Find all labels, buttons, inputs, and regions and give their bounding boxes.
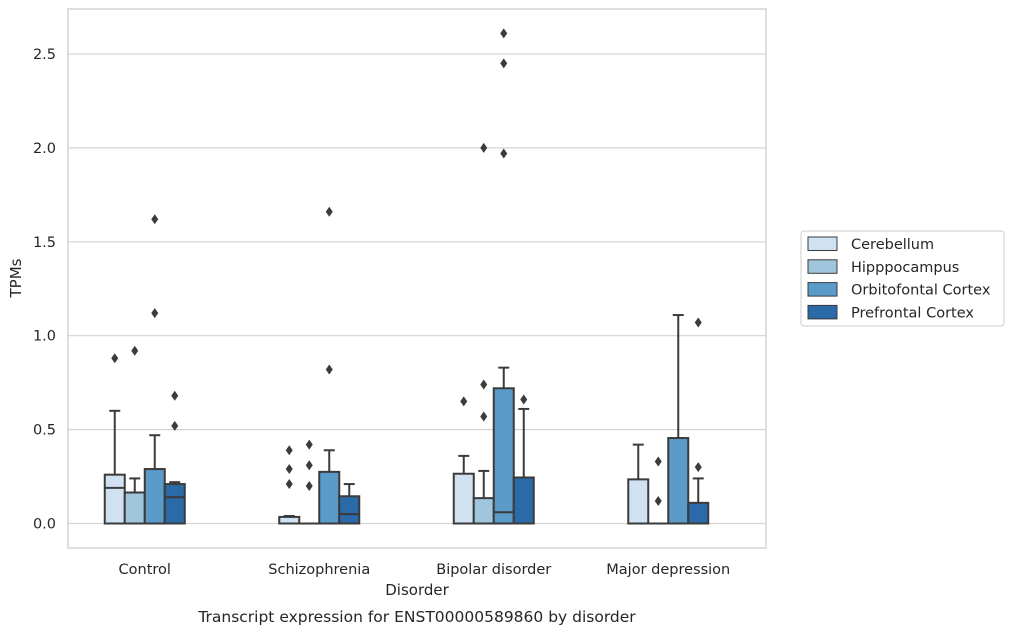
outlier-point — [500, 148, 508, 159]
outlier-point — [131, 345, 139, 356]
box-body — [123, 491, 146, 525]
box-cerebellum — [627, 443, 650, 525]
y-axis-label: TPMs — [7, 258, 25, 298]
legend-entry: Prefrontal Cortex — [807, 304, 974, 321]
legend: Cerebellum Hipppocampus Orbitofontal Corte… — [800, 230, 1005, 327]
legend-swatch — [807, 304, 838, 320]
outlier-point — [305, 460, 313, 471]
legend-label: Cerebellum — [851, 237, 934, 253]
box-body — [452, 472, 475, 525]
x-tick-label: Schizophrenia — [268, 562, 370, 578]
box-orbitofontal-cortex — [143, 214, 166, 525]
box-body — [318, 470, 341, 525]
box-prefrontal-cortex — [163, 390, 186, 525]
box-body — [472, 497, 495, 525]
box-prefrontal-cortex — [512, 394, 535, 525]
outlier-point — [694, 462, 702, 473]
box-body — [687, 501, 710, 525]
legend-label: Orbitofontal Cortex — [851, 283, 991, 299]
legend-frame — [800, 230, 1005, 327]
outlier-point — [480, 411, 488, 422]
outlier-point — [480, 379, 488, 390]
box-orbitofontal-cortex — [667, 314, 690, 525]
outlier-point — [694, 317, 702, 328]
legend-label: Prefrontal Cortex — [851, 305, 974, 321]
outlier-point — [480, 142, 488, 153]
box-cerebellum — [278, 445, 301, 525]
box-prefrontal-cortex — [687, 317, 710, 525]
outlier-point — [520, 394, 528, 405]
boxes — [103, 28, 710, 525]
outlier-point — [111, 353, 119, 364]
x-axis-ticks: Control Schizophrenia Bipolar disorder Majo… — [119, 562, 731, 578]
box-body — [163, 483, 186, 525]
box-body — [143, 468, 166, 525]
box-body — [103, 473, 126, 525]
outlier-point — [285, 445, 293, 456]
outlier-point — [285, 479, 293, 490]
legend-swatch — [807, 236, 838, 251]
box-body — [492, 387, 515, 525]
outlier-point — [654, 495, 662, 506]
x-tick-label: Control — [119, 562, 171, 578]
y-tick-label: 2.0 — [33, 141, 56, 157]
outlier-point — [654, 456, 662, 467]
box-cerebellum — [103, 353, 126, 525]
legend-entry: Hipppocampus — [807, 259, 959, 276]
box-prefrontal-cortex — [338, 483, 361, 525]
box-hipppocampus — [647, 456, 670, 525]
y-tick-label: 1.5 — [33, 235, 56, 251]
y-axis-ticks: 0.0 0.5 1.0 1.5 2.0 2.5 — [33, 47, 56, 533]
plot-area — [67, 8, 767, 549]
outlier-point — [305, 439, 313, 450]
outlier-point — [500, 28, 508, 39]
chart-caption: Transcript expression for ENST0000058986… — [197, 608, 636, 626]
box-body — [512, 476, 535, 525]
x-tick-label: Bipolar disorder — [436, 562, 551, 578]
box-body — [278, 515, 301, 525]
x-tick-label: Major depression — [606, 562, 730, 578]
outlier-point — [151, 214, 159, 225]
outlier-point — [460, 396, 468, 407]
outlier-point — [171, 420, 179, 431]
legend-entry: Cerebellum — [807, 236, 934, 253]
outlier-point — [285, 464, 293, 475]
legend-label: Hipppocampus — [851, 260, 959, 276]
box-orbitofontal-cortex — [318, 206, 341, 525]
y-tick-label: 1.0 — [33, 329, 56, 345]
x-axis-label: Disorder — [385, 581, 449, 599]
box-body — [627, 478, 650, 525]
outlier-point — [325, 206, 333, 217]
box-body — [338, 495, 361, 525]
box-hipppocampus — [123, 345, 146, 525]
box-body — [667, 437, 690, 525]
legend-entry: Orbitofontal Cortex — [807, 282, 991, 299]
outlier-point — [325, 364, 333, 375]
grid-lines — [68, 53, 766, 525]
legend-swatch — [807, 259, 838, 274]
box-orbitofontal-cortex — [492, 28, 515, 525]
box-cerebellum — [452, 396, 475, 525]
outlier-point — [305, 480, 313, 491]
box-hipppocampus — [298, 439, 321, 525]
y-tick-label: 0.5 — [33, 423, 56, 439]
outlier-point — [151, 308, 159, 319]
legend-swatch — [807, 282, 838, 297]
y-tick-label: 0.0 — [33, 517, 56, 533]
box-hipppocampus — [472, 142, 495, 525]
y-tick-label: 2.5 — [33, 47, 56, 63]
outlier-point — [171, 390, 179, 401]
outlier-point — [500, 58, 508, 69]
